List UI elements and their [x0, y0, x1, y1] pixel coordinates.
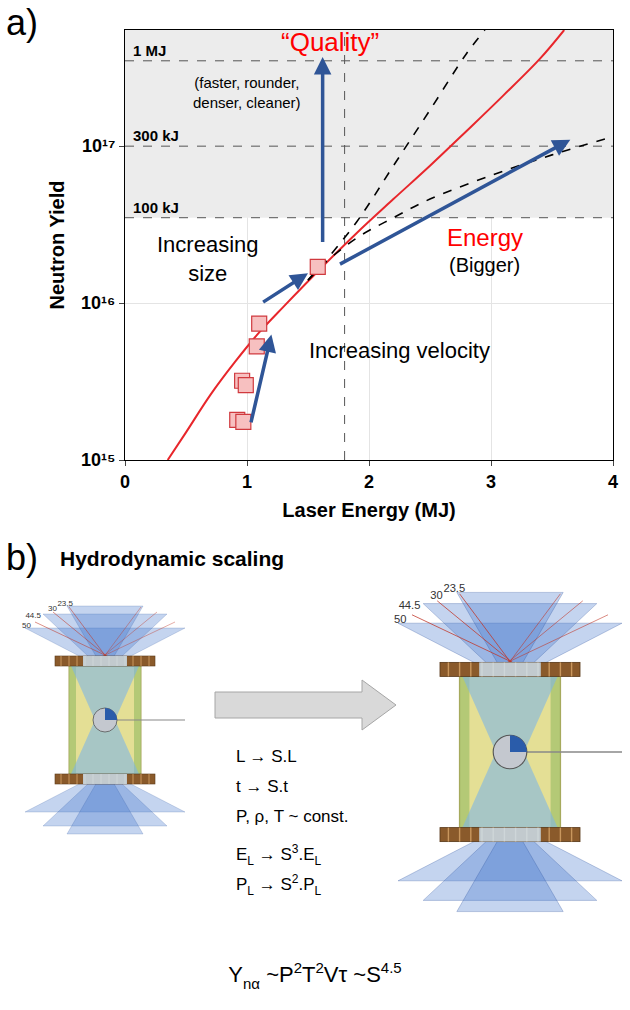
svg-text:L → S.L: L → S.L: [236, 747, 297, 766]
svg-text:EL → S3.EL: EL → S3.EL: [236, 842, 322, 868]
svg-text:Increasingsize: Increasingsize: [157, 232, 259, 286]
svg-text:3: 3: [486, 472, 496, 492]
svg-text:10¹⁷: 10¹⁷: [82, 136, 115, 156]
svg-text:(Bigger): (Bigger): [449, 254, 520, 276]
svg-text:2: 2: [364, 472, 374, 492]
svg-text:44.5: 44.5: [25, 611, 41, 620]
svg-text:23.5: 23.5: [443, 582, 465, 594]
html-text:a): a): [6, 2, 38, 43]
svg-text:50: 50: [22, 621, 31, 630]
svg-text:10¹⁵: 10¹⁵: [81, 450, 115, 470]
svg-text:Ynα ~P2T2Vτ ~S4.5: Ynα ~P2T2Vτ ~S4.5: [228, 959, 401, 991]
svg-text:0: 0: [120, 472, 130, 492]
svg-text:10¹⁶: 10¹⁶: [81, 293, 115, 313]
svg-text:b): b): [6, 537, 38, 578]
svg-text:100 kJ: 100 kJ: [133, 199, 179, 216]
svg-text:P, ρ, T ~ const.: P, ρ, T ~ const.: [236, 807, 349, 826]
svg-text:t → S.t: t → S.t: [236, 777, 288, 796]
svg-text:44.5: 44.5: [399, 599, 421, 611]
svg-text:“Quality”: “Quality”: [281, 27, 379, 57]
svg-text:(faster, rounder,denser, clean: (faster, rounder,denser, cleaner): [193, 74, 301, 111]
svg-text:Energy: Energy: [447, 224, 523, 251]
svg-text:50: 50: [394, 613, 406, 625]
svg-text:23.5: 23.5: [57, 599, 73, 608]
svg-text:300 kJ: 300 kJ: [133, 127, 179, 144]
svg-text:Increasing velocity: Increasing velocity: [309, 338, 490, 363]
svg-text:Hydrodynamic scaling: Hydrodynamic scaling: [60, 547, 284, 570]
svg-text:30: 30: [430, 589, 442, 601]
svg-text:1: 1: [242, 472, 252, 492]
svg-text:4: 4: [608, 472, 618, 492]
svg-text:Neutron Yield: Neutron Yield: [46, 181, 68, 310]
svg-text:PL → S2.PL: PL → S2.PL: [236, 872, 322, 898]
svg-text:30: 30: [48, 604, 57, 613]
svg-text:Laser Energy (MJ): Laser Energy (MJ): [282, 499, 455, 521]
svg-text:1 MJ: 1 MJ: [133, 42, 166, 59]
